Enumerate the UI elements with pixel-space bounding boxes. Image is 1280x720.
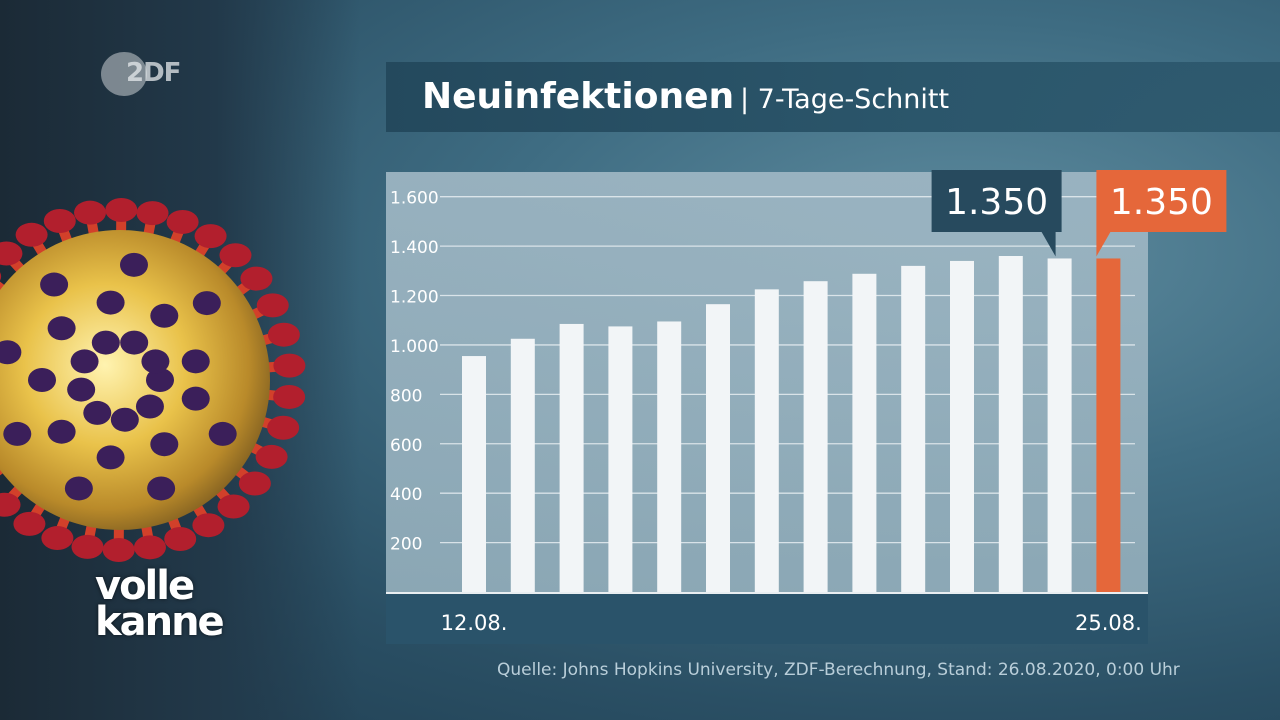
callout-value: 1.350 <box>945 182 1048 223</box>
bar <box>803 281 828 592</box>
x-tick-label: 12.08. <box>441 611 508 635</box>
bar <box>754 289 779 592</box>
bar <box>1047 258 1072 592</box>
bar <box>510 338 535 592</box>
show-logo-line1: volle <box>95 563 195 609</box>
channel-logo: 2DF <box>126 58 181 88</box>
chart-title: Neuinfektionen <box>422 76 735 117</box>
y-tick-label: 800 <box>390 386 422 406</box>
highlight-bar <box>1096 258 1121 592</box>
callout-box-highlight <box>1096 170 1227 232</box>
channel-logo-circle <box>101 52 147 96</box>
x-axis-strip <box>386 592 1148 644</box>
show-logo-line2: kanne <box>95 599 225 645</box>
callout-value-highlight: 1.350 <box>1110 182 1213 223</box>
y-tick-label: 1.600 <box>390 189 439 209</box>
y-tick-label: 400 <box>390 485 422 505</box>
x-tick-label: 25.08. <box>1075 611 1142 635</box>
y-tick-label: 1.000 <box>390 337 439 357</box>
show-logo: volle kanne <box>95 563 225 645</box>
bar <box>462 356 486 592</box>
bar <box>608 326 633 592</box>
source-note: Quelle: Johns Hopkins University, ZDF-Be… <box>497 660 1180 680</box>
bar <box>852 273 877 592</box>
callout-pointer <box>1096 232 1111 257</box>
virus-illustration <box>0 198 306 562</box>
y-tick-label: 1.200 <box>390 288 439 308</box>
callout-pointer <box>1041 232 1056 257</box>
bar <box>950 260 974 592</box>
y-tick-label: 200 <box>390 535 422 555</box>
callout-box <box>931 170 1062 232</box>
bar <box>998 256 1023 592</box>
chart-subtitle: | 7-Tage-Schnitt <box>740 84 950 115</box>
y-tick-label: 1.400 <box>390 238 439 258</box>
title-bar: Neuinfektionen | 7-Tage-Schnitt <box>386 62 1280 132</box>
bar <box>706 304 730 592</box>
bar <box>901 265 926 592</box>
y-tick-label: 600 <box>390 436 422 456</box>
bar <box>657 321 682 592</box>
bar <box>559 323 584 592</box>
